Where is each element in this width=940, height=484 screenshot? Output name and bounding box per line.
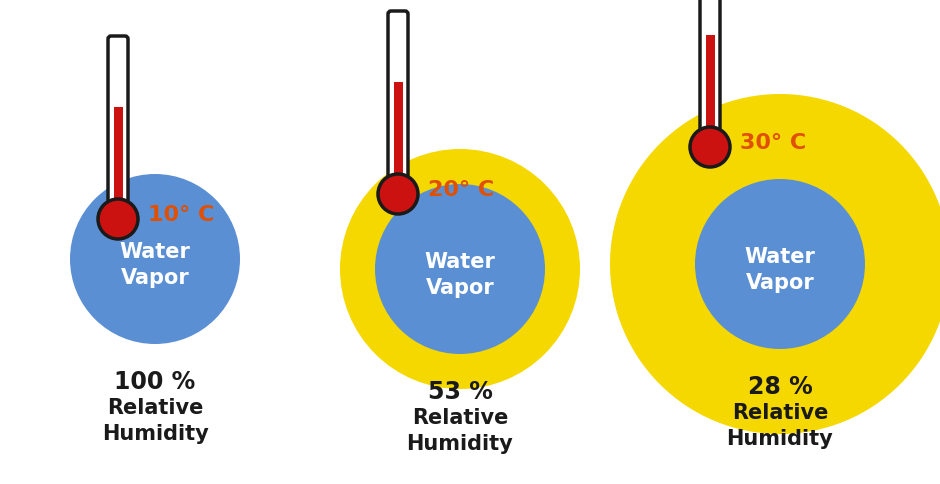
Bar — [706, 36, 714, 150]
Bar — [114, 108, 122, 222]
Text: Humidity: Humidity — [727, 428, 834, 448]
Text: Water: Water — [119, 242, 191, 261]
Text: Vapor: Vapor — [120, 268, 189, 287]
Circle shape — [70, 175, 240, 344]
Bar — [394, 83, 402, 197]
Text: 100 %: 100 % — [115, 369, 196, 393]
Text: Relative: Relative — [412, 407, 509, 427]
Text: 28 %: 28 % — [747, 374, 812, 398]
FancyBboxPatch shape — [700, 0, 720, 151]
Text: Humidity: Humidity — [102, 423, 209, 443]
Circle shape — [375, 184, 545, 354]
Circle shape — [340, 150, 580, 389]
Circle shape — [690, 128, 730, 167]
FancyBboxPatch shape — [388, 12, 408, 197]
Circle shape — [695, 180, 865, 349]
Text: Water: Water — [744, 246, 815, 267]
Text: 10° C: 10° C — [148, 205, 214, 225]
Circle shape — [378, 175, 418, 214]
FancyBboxPatch shape — [108, 37, 128, 223]
Text: 20° C: 20° C — [428, 180, 494, 199]
Text: Vapor: Vapor — [426, 277, 494, 297]
Text: 30° C: 30° C — [740, 133, 807, 152]
Text: Vapor: Vapor — [745, 272, 814, 292]
Text: Humidity: Humidity — [407, 433, 513, 453]
Text: 53 %: 53 % — [428, 379, 493, 403]
Text: Relative: Relative — [732, 402, 828, 422]
Text: Water: Water — [425, 252, 495, 272]
Text: Relative: Relative — [107, 397, 203, 417]
Circle shape — [610, 95, 940, 434]
Circle shape — [98, 199, 138, 240]
